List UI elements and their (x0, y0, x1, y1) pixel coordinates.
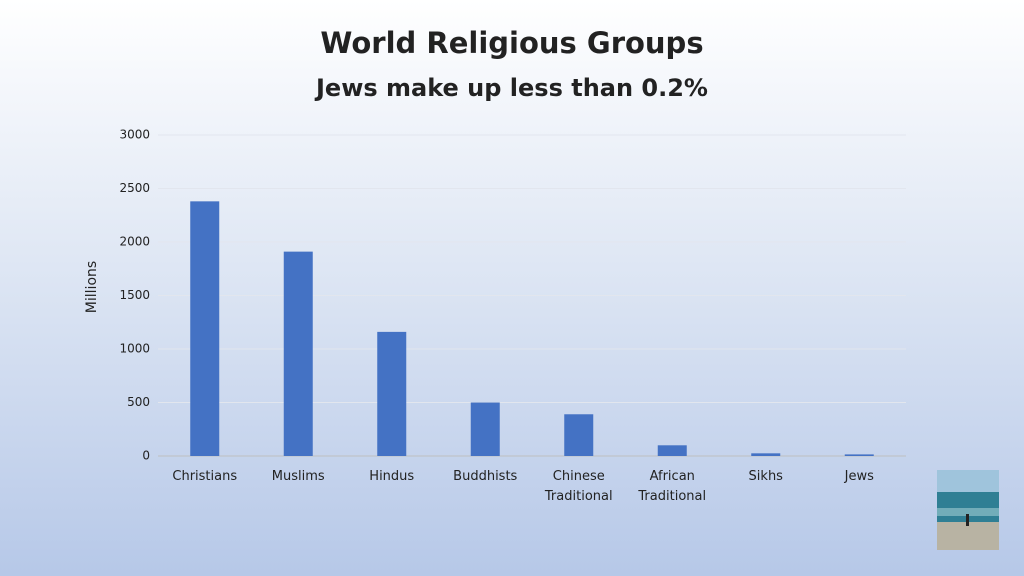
x-tick-label: African Traditional (638, 469, 707, 504)
x-tick-label: Chinese Traditional (544, 469, 613, 504)
photo-thumbnail (937, 470, 999, 550)
y-axis-label: Millions (84, 261, 100, 313)
y-tick-label: 2000 (119, 235, 150, 249)
bar (190, 201, 220, 456)
bar (751, 453, 781, 456)
y-tick-label: 1000 (119, 342, 150, 356)
y-tick-label: 1500 (119, 288, 150, 302)
y-tick-label: 0 (142, 449, 150, 463)
chart-subtitle: Jews make up less than 0.2% (314, 74, 708, 102)
y-tick-label: 500 (127, 395, 150, 409)
bar (564, 414, 594, 456)
bar (470, 402, 500, 456)
y-tick-label: 2500 (119, 181, 150, 195)
x-tick-label: Muslims (271, 469, 325, 484)
bar (844, 454, 874, 456)
x-tick-label: Jews (844, 469, 874, 484)
bar (377, 331, 407, 456)
y-tick-label: 3000 (119, 128, 150, 142)
bar (283, 251, 313, 456)
x-tick-label: Sikhs (748, 469, 783, 484)
bar (657, 445, 687, 456)
x-tick-label: Hindus (369, 469, 415, 484)
x-tick-label: Buddhists (453, 469, 518, 484)
chart-title: World Religious Groups (320, 26, 703, 60)
x-tick-label: Christians (172, 469, 238, 484)
